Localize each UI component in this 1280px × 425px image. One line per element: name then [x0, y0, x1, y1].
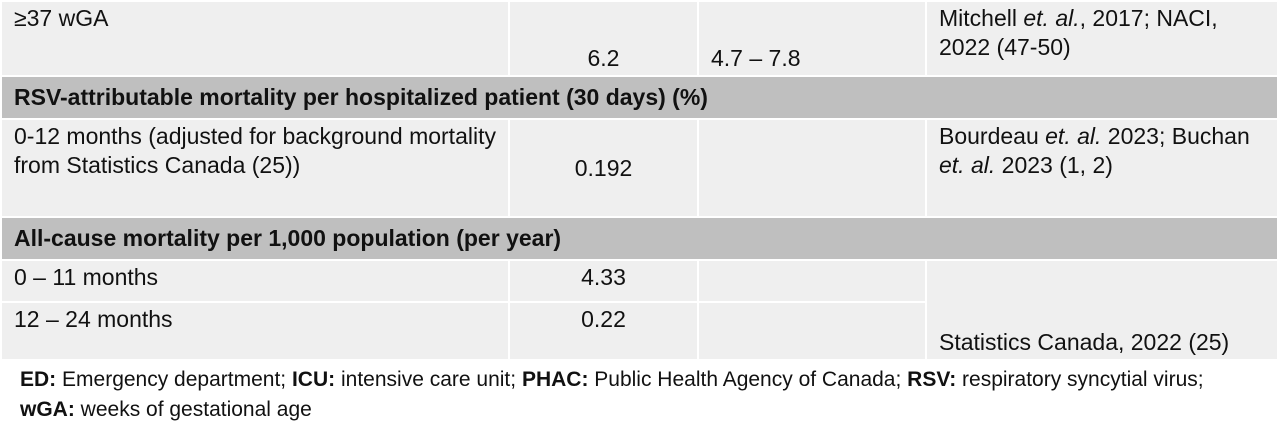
definition: respiratory syncytial virus; [962, 368, 1204, 391]
term: PHAC: [521, 368, 589, 391]
definition: weeks of gestational age [80, 398, 312, 421]
term: ICU: [291, 368, 336, 391]
data-table: ≥37 wGA 6.2 4.7 – 7.8 Mitchell et. al., … [0, 0, 1279, 361]
term: ED: [20, 368, 57, 391]
cell [697, 259, 927, 303]
cell: 0.22 [508, 301, 699, 361]
cell: 4.33 [508, 259, 699, 303]
text: Bourdeau [939, 123, 1046, 149]
cell: Bourdeau et. al. 2023; Buchan et. al. 20… [925, 118, 1279, 218]
cell: 4.7 – 7.8 [697, 0, 927, 77]
cell: 0-12 months (adjusted for background mor… [0, 118, 510, 218]
cell: Statistics Canada, 2022 (25) [925, 259, 1279, 361]
definition: Emergency department; [62, 368, 287, 391]
term: RSV: [907, 368, 957, 391]
cell: 12 – 24 months [0, 301, 510, 361]
text: 2023; Buchan [1101, 123, 1250, 149]
row: 0 – 11 months 4.33 Statistics Canada, 20… [0, 259, 1279, 361]
term: wGA: [20, 398, 75, 421]
text: et. al. [1045, 123, 1102, 149]
footnote: ED: Emergency department; ICU: intensive… [0, 361, 1280, 425]
definition: intensive care unit; [340, 368, 517, 391]
cell: Mitchell et. al., 2017; NACI, 2022 (47-5… [925, 0, 1279, 77]
text: 2023 (1, 2) [995, 152, 1113, 178]
cell [697, 301, 927, 361]
row: RSV-attributable mortality per hospitali… [0, 75, 1279, 120]
section-header: All-cause mortality per 1,000 population… [0, 216, 1279, 261]
text: Mitchell [939, 5, 1024, 31]
section-header: RSV-attributable mortality per hospitali… [0, 75, 1279, 120]
row: 12 – 24 months 0.22 [0, 301, 1278, 361]
row: All-cause mortality per 1,000 population… [0, 216, 1279, 261]
cell: 0 – 11 months [0, 259, 510, 303]
row: 0-12 months (adjusted for background mor… [0, 118, 1279, 218]
cell: 0.192 [508, 118, 699, 218]
text: et. al. [939, 152, 996, 178]
text: et. al. [1023, 5, 1080, 31]
definition: Public Health Agency of Canada; [594, 368, 902, 391]
cell: 6.2 [508, 0, 699, 77]
cell: ≥37 wGA [0, 0, 510, 77]
row: ≥37 wGA 6.2 4.7 – 7.8 Mitchell et. al., … [0, 0, 1279, 77]
cell [697, 118, 927, 218]
text: , 2017; NACI, 2022 (47-50) [939, 5, 1218, 60]
